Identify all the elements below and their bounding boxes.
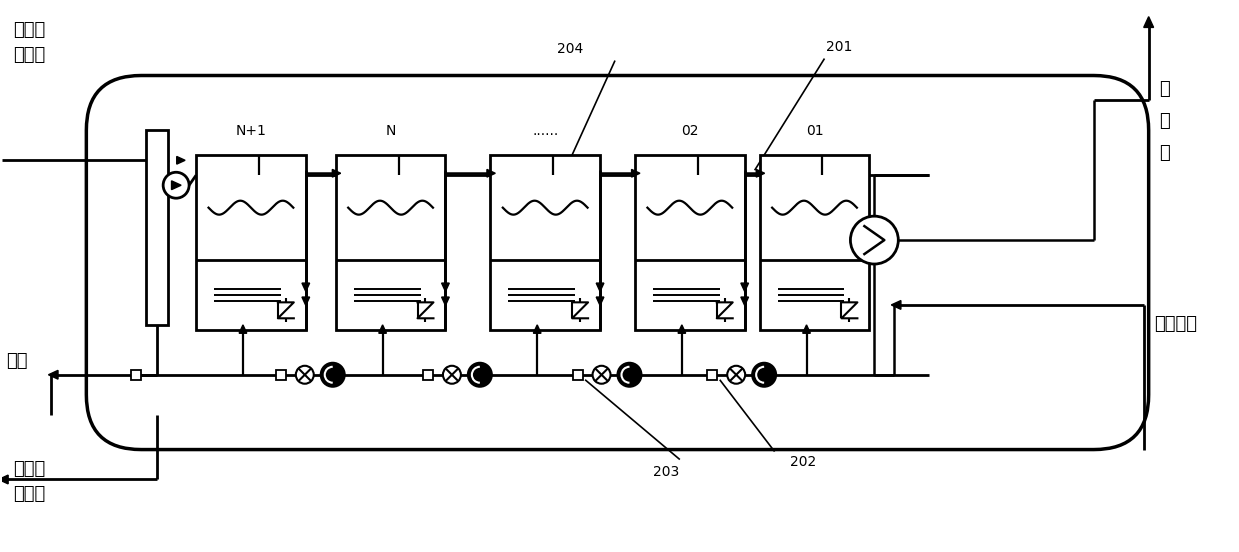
Text: 浓缩的
汲取液: 浓缩的 汲取液 xyxy=(14,459,46,502)
Text: 203: 203 xyxy=(653,465,679,479)
Text: N+1: N+1 xyxy=(235,124,266,139)
Polygon shape xyxy=(177,156,185,164)
Circle shape xyxy=(727,366,745,384)
Text: 加热蒸汽: 加热蒸汽 xyxy=(1154,315,1197,333)
Circle shape xyxy=(468,363,492,387)
Polygon shape xyxy=(741,297,748,305)
Bar xyxy=(572,370,582,380)
Polygon shape xyxy=(332,169,341,177)
Circle shape xyxy=(296,366,313,384)
Text: 202: 202 xyxy=(789,454,815,469)
Bar xyxy=(707,370,717,380)
Polygon shape xyxy=(678,325,685,333)
Polygon shape xyxy=(379,325,387,333)
Bar xyxy=(131,370,141,380)
Polygon shape xyxy=(171,181,181,190)
Circle shape xyxy=(444,366,461,384)
Polygon shape xyxy=(596,297,603,305)
Polygon shape xyxy=(1144,17,1154,28)
Text: 201: 201 xyxy=(826,40,852,54)
Bar xyxy=(491,155,600,330)
Polygon shape xyxy=(302,297,310,305)
Polygon shape xyxy=(741,283,748,291)
Text: 淡水: 淡水 xyxy=(6,352,28,370)
Bar xyxy=(336,155,446,330)
Polygon shape xyxy=(0,475,9,484)
Circle shape xyxy=(752,363,776,387)
Bar xyxy=(634,155,745,330)
Polygon shape xyxy=(239,325,247,333)
Polygon shape xyxy=(596,283,603,291)
Circle shape xyxy=(592,366,611,384)
Circle shape xyxy=(850,216,898,264)
Polygon shape xyxy=(441,297,450,305)
Text: 冷
凝
水: 冷 凝 水 xyxy=(1158,81,1170,162)
Text: ......: ...... xyxy=(532,124,559,139)
Polygon shape xyxy=(632,169,641,177)
Circle shape xyxy=(164,172,190,198)
Polygon shape xyxy=(756,169,764,177)
Text: 204: 204 xyxy=(558,41,584,56)
Circle shape xyxy=(321,363,344,387)
Bar xyxy=(422,370,432,380)
Bar xyxy=(276,370,286,380)
Circle shape xyxy=(617,363,642,387)
Text: 02: 02 xyxy=(681,124,699,139)
Bar xyxy=(196,155,306,330)
Text: 01: 01 xyxy=(805,124,824,139)
Polygon shape xyxy=(441,283,450,291)
Text: N: N xyxy=(385,124,395,139)
Polygon shape xyxy=(803,325,810,333)
Polygon shape xyxy=(891,300,901,309)
Text: 稀释的
汲取液: 稀释的 汲取液 xyxy=(14,20,46,63)
Polygon shape xyxy=(48,370,58,379)
Polygon shape xyxy=(487,169,496,177)
FancyBboxPatch shape xyxy=(87,76,1149,449)
Polygon shape xyxy=(302,283,310,291)
Bar xyxy=(146,130,169,325)
Polygon shape xyxy=(533,325,541,333)
Bar xyxy=(760,155,870,330)
